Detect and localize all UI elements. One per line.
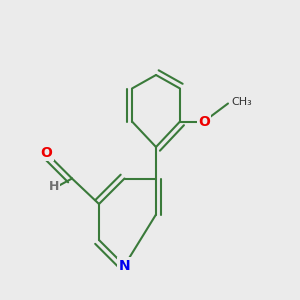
Text: N: N <box>119 259 130 272</box>
Text: CH₃: CH₃ <box>231 97 252 107</box>
Text: H: H <box>49 179 59 193</box>
Text: O: O <box>198 115 210 128</box>
Text: O: O <box>40 146 52 160</box>
